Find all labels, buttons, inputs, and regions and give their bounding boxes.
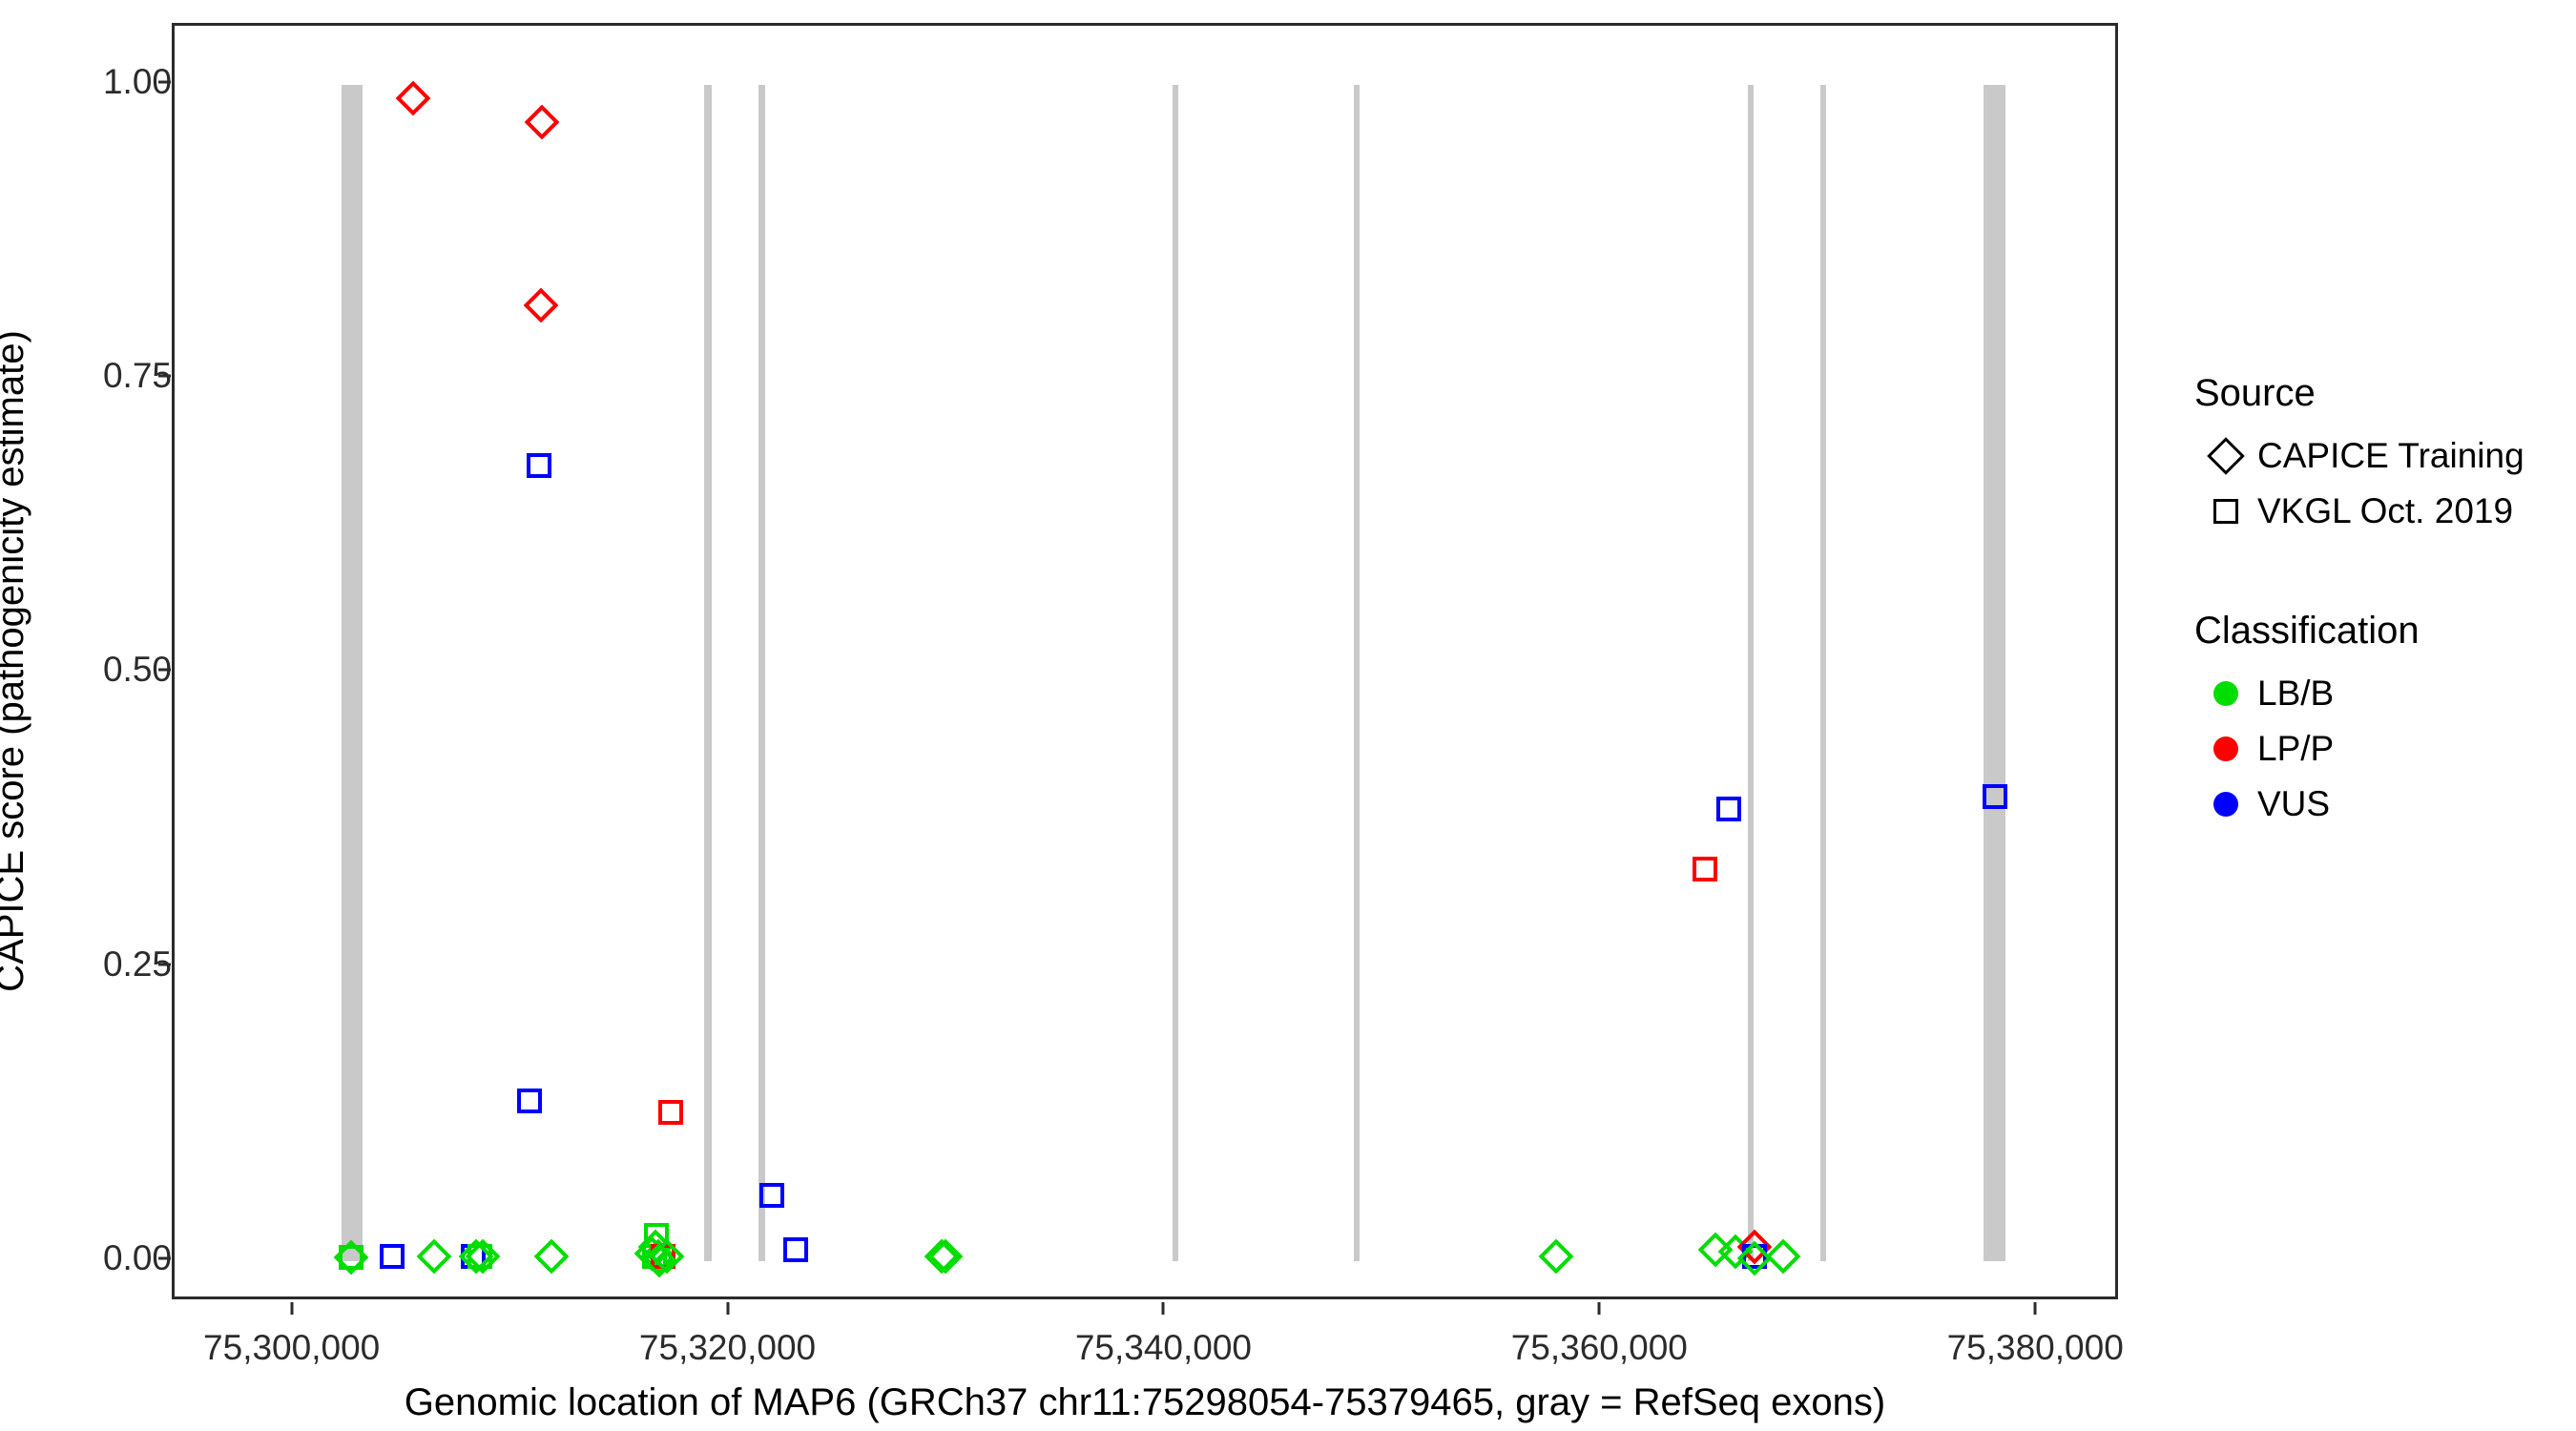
x-tick-label: 75,380,000 bbox=[1946, 1328, 2124, 1367]
legend-key-dot-icon bbox=[2194, 736, 2257, 761]
legend-group: Classification LB/B LP/P VUS bbox=[2194, 610, 2576, 832]
data-point bbox=[1982, 783, 2007, 809]
data-point bbox=[533, 1238, 570, 1275]
exon-band bbox=[758, 84, 765, 1261]
x-tick-label: 75,360,000 bbox=[1510, 1328, 1688, 1367]
exon-band bbox=[1819, 84, 1826, 1261]
legend-item[interactable]: VKGL Oct. 2019 bbox=[2194, 484, 2576, 539]
legend-item-label: CAPICE Training bbox=[2257, 436, 2524, 475]
data-point bbox=[467, 1243, 492, 1269]
data-point bbox=[758, 1182, 784, 1208]
exon-band bbox=[1748, 84, 1755, 1261]
data-point bbox=[927, 1238, 963, 1275]
data-point bbox=[395, 81, 431, 116]
legend-item[interactable]: LB/B bbox=[2194, 666, 2576, 721]
legend-item-label: VKGL Oct. 2019 bbox=[2257, 491, 2514, 530]
data-point bbox=[523, 288, 559, 323]
x-tick-mark bbox=[1161, 1302, 1165, 1315]
legend-key-dot-icon bbox=[2194, 681, 2257, 706]
y-tick-mark bbox=[158, 963, 171, 966]
y-axis-label: CAPICE score (pathogenicity estimate) bbox=[0, 330, 31, 992]
data-point bbox=[1715, 797, 1741, 822]
legend-key-diamond-icon bbox=[2194, 437, 2257, 475]
data-point bbox=[783, 1236, 809, 1262]
x-tick-label: 75,300,000 bbox=[203, 1328, 381, 1367]
exon-band bbox=[1173, 84, 1179, 1261]
x-tick-mark bbox=[2033, 1302, 2037, 1315]
data-point bbox=[517, 1089, 543, 1114]
x-tick-mark bbox=[726, 1302, 730, 1315]
x-tick-label: 75,320,000 bbox=[638, 1328, 817, 1367]
legend: Source CAPICE Training VKGL Oct. 2019 Class… bbox=[2194, 372, 2576, 902]
exon-band bbox=[341, 84, 363, 1261]
exon-band bbox=[1353, 84, 1360, 1261]
x-tick-mark bbox=[1597, 1302, 1601, 1315]
y-tick-mark bbox=[158, 668, 171, 672]
data-point bbox=[657, 1100, 683, 1126]
legend-item-label: LP/P bbox=[2257, 729, 2335, 768]
legend-group-title: Source bbox=[2194, 372, 2316, 414]
exon-band bbox=[1984, 84, 2005, 1261]
data-point bbox=[339, 1245, 364, 1271]
data-point bbox=[526, 453, 551, 479]
plot-area bbox=[175, 26, 2115, 1296]
legend-group: Source CAPICE Training VKGL Oct. 2019 bbox=[2194, 372, 2576, 539]
legend-key-dot-icon bbox=[2194, 792, 2257, 817]
x-tick-mark bbox=[290, 1302, 294, 1315]
y-tick-mark bbox=[158, 1256, 171, 1260]
data-point bbox=[1765, 1238, 1801, 1275]
data-point bbox=[650, 1243, 675, 1269]
data-point bbox=[416, 1238, 452, 1275]
legend-item-label: VUS bbox=[2257, 784, 2331, 823]
x-axis-label: Genomic location of MAP6 (GRCh37 chr11:7… bbox=[404, 1381, 1886, 1423]
legend-item[interactable]: CAPICE Training bbox=[2194, 428, 2576, 484]
data-point bbox=[1538, 1238, 1574, 1275]
legend-item-label: LB/B bbox=[2257, 674, 2335, 713]
legend-item[interactable]: VUS bbox=[2194, 777, 2576, 832]
plot-panel bbox=[172, 23, 2118, 1299]
data-point bbox=[380, 1243, 405, 1269]
exon-band bbox=[704, 84, 712, 1261]
legend-group-title: Classification bbox=[2194, 610, 2420, 652]
data-point bbox=[1742, 1243, 1768, 1269]
y-tick-mark bbox=[158, 80, 171, 84]
y-tick-mark bbox=[158, 374, 171, 378]
legend-key-square-icon bbox=[2194, 499, 2257, 524]
legend-item[interactable]: LP/P bbox=[2194, 721, 2576, 777]
data-point bbox=[524, 104, 560, 140]
data-point bbox=[1692, 857, 1717, 882]
x-tick-label: 75,340,000 bbox=[1074, 1328, 1252, 1367]
